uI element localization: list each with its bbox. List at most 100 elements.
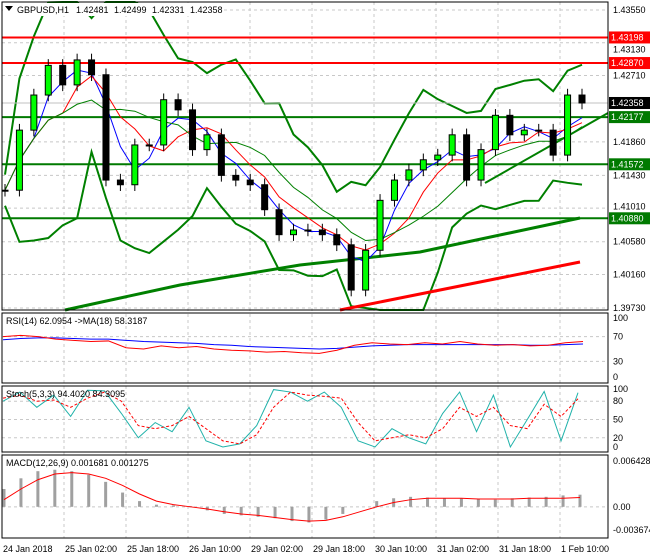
time-tick: 25 Jan 02:00 [65, 544, 117, 554]
price-tick: 1.41860 [613, 137, 646, 147]
current-price-label: 1.42358 [611, 98, 644, 108]
candle [390, 179, 398, 201]
level-label: 1.41572 [611, 159, 644, 169]
candle [347, 244, 355, 291]
level-label: 1.40880 [611, 213, 644, 223]
candle [578, 94, 586, 104]
rsi-title: RSI(14) 62.0954 ->MA(18) 58.3187 [6, 316, 147, 326]
indicator-tick: 0.00 [613, 502, 631, 512]
candle [405, 169, 413, 181]
candle [362, 249, 370, 291]
indicator-tick: 0 [613, 442, 618, 452]
close-value: 1.42358 [190, 5, 223, 15]
stoch-main-line [2, 389, 579, 449]
indicator-tick: 0.006428 [613, 456, 650, 466]
price-tick: 1.39730 [613, 303, 646, 313]
rsi-line [2, 334, 584, 354]
candle [116, 179, 124, 186]
low-value: 1.42331 [152, 5, 185, 15]
red-moving-average [339, 260, 581, 312]
candle [59, 64, 67, 86]
stoch-panel [1, 385, 609, 453]
support-trendline [484, 112, 609, 184]
candle [491, 114, 499, 151]
candle [246, 179, 254, 186]
candle [160, 99, 168, 146]
time-tick: 29 Jan 02:00 [251, 544, 303, 554]
candle [304, 229, 312, 232]
stoch-signal-line [2, 391, 579, 445]
time-tick: 26 Jan 10:00 [189, 544, 241, 554]
level-label-bg [609, 57, 650, 70]
candle [477, 149, 485, 181]
level-label: 1.43198 [611, 32, 644, 42]
candle [73, 59, 81, 86]
bollinger-lower [4, 147, 583, 311]
indicator-tick: -0.003674 [613, 525, 650, 535]
candle [318, 229, 326, 236]
price-tick: 1.40160 [613, 269, 646, 279]
candle [333, 234, 341, 246]
candle [232, 174, 240, 181]
level-label-bg [609, 111, 650, 124]
candle [44, 64, 52, 96]
indicator-tick: 30 [613, 356, 623, 366]
long-moving-average [64, 216, 581, 312]
price-tick: 1.40580 [613, 237, 646, 247]
price-tick: 1.43550 [613, 5, 646, 15]
stoch-title: Stoch(5,3,3) 94.4020 84.3095 [6, 389, 125, 399]
symbol-label: GBPUSD,H1 [17, 5, 69, 15]
time-tick: 25 Jan 18:00 [127, 544, 179, 554]
main-panel [1, 1, 609, 311]
macd-title: MACD(12,26,9) 0.001681 0.001275 [6, 458, 149, 468]
indicator-tick: 0 [613, 372, 618, 382]
candle [15, 129, 23, 191]
level-label-bg [609, 212, 650, 225]
time-tick: 24 Jan 2018 [3, 544, 53, 554]
candle [203, 134, 211, 151]
macd-panel [1, 454, 609, 539]
time-tick: 30 Jan 10:00 [375, 544, 427, 554]
candle [549, 129, 557, 156]
time-tick: 31 Jan 18:00 [499, 544, 551, 554]
high-value: 1.42499 [114, 5, 147, 15]
time-tick: 29 Jan 18:00 [313, 544, 365, 554]
rsi-ma-line [2, 337, 584, 350]
level-label: 1.42870 [611, 58, 644, 68]
candle [419, 159, 427, 171]
candle [131, 144, 139, 186]
indicator-tick: 80 [613, 396, 623, 406]
candle [463, 134, 471, 181]
rsi-panel [1, 312, 609, 384]
candle [434, 154, 442, 161]
candle [520, 129, 528, 136]
candle [189, 109, 197, 151]
candle [290, 229, 297, 236]
price-tick: 1.43130 [613, 44, 646, 54]
candle [88, 59, 96, 76]
open-value: 1.42481 [76, 5, 109, 15]
candle [275, 209, 283, 236]
level-label: 1.42177 [611, 112, 644, 122]
dropdown-arrow-icon[interactable] [5, 6, 13, 11]
price-tick: 1.41430 [613, 170, 646, 180]
indicator-tick: 100 [613, 384, 628, 394]
candle [448, 134, 456, 156]
indicator-tick: 100 [613, 313, 628, 323]
price-tick: 1.41010 [613, 201, 646, 211]
bollinger-upper [4, 0, 583, 194]
time-tick: 1 Feb 10:00 [561, 544, 609, 554]
candle [506, 114, 514, 136]
header-background [3, 3, 223, 16]
price-tick: 1.42710 [613, 71, 646, 81]
candle [174, 99, 182, 111]
indicator-tick: 70 [613, 332, 623, 342]
level-label-bg [609, 31, 650, 44]
current-price-bg [609, 96, 650, 109]
indicator-tick: 50 [613, 415, 623, 425]
moving-average-line [4, 75, 583, 251]
candle [535, 129, 543, 132]
candle [376, 199, 384, 251]
moving-average-line [4, 99, 583, 242]
